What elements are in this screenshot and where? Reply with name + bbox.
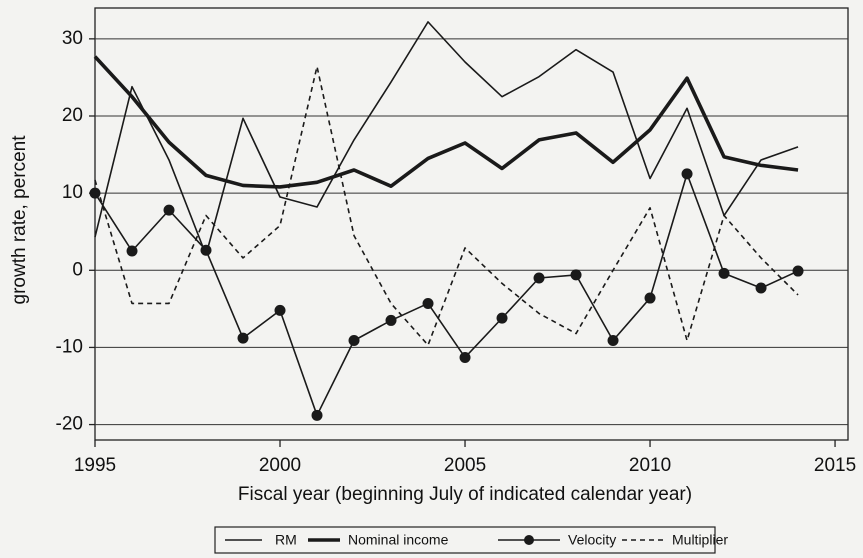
data-point <box>755 282 767 294</box>
x-tick-label: 2015 <box>814 455 856 476</box>
x-axis-label: Fiscal year (beginning July of indicated… <box>238 484 692 505</box>
data-point <box>533 272 545 284</box>
y-axis-label: growth rate, percent <box>9 135 30 305</box>
plot-frame <box>94 7 849 441</box>
y-tick-label: 0 <box>72 259 83 280</box>
y-tick-label: 20 <box>62 105 83 126</box>
legend-label: Velocity <box>568 532 616 548</box>
legend-box <box>214 526 716 554</box>
data-point <box>792 265 804 277</box>
series-line <box>94 21 799 256</box>
series-line <box>94 173 799 417</box>
x-tick-label: 2000 <box>259 455 301 476</box>
x-tick-label: 1995 <box>74 455 116 476</box>
data-point <box>422 297 434 309</box>
data-point <box>126 245 138 257</box>
data-point <box>496 312 508 324</box>
series-line <box>94 65 799 346</box>
data-point <box>163 204 175 216</box>
legend-label: Multiplier <box>672 532 728 548</box>
data-point <box>311 409 323 421</box>
data-point <box>348 334 360 346</box>
data-point <box>644 292 656 304</box>
data-point <box>459 351 471 363</box>
data-point <box>237 332 249 344</box>
legend-label: RM <box>275 532 297 548</box>
y-tick-label: -10 <box>56 336 83 357</box>
data-point <box>718 267 730 279</box>
y-tick-label: -20 <box>56 414 83 435</box>
data-point <box>607 334 619 346</box>
legend-label: Nominal income <box>348 532 449 548</box>
series-line <box>93 55 799 189</box>
x-tick-label: 2005 <box>444 455 486 476</box>
x-tick-label: 2010 <box>629 455 671 476</box>
y-tick-label: 30 <box>62 28 83 49</box>
data-point <box>681 168 693 180</box>
data-point <box>570 269 582 281</box>
legend-marker <box>524 535 534 545</box>
legend: RM Nominal income Velocity Multiplier <box>214 526 728 554</box>
data-point <box>385 314 397 326</box>
data-point <box>274 304 286 316</box>
data-point <box>200 244 212 256</box>
y-tick-label: 10 <box>62 182 83 203</box>
